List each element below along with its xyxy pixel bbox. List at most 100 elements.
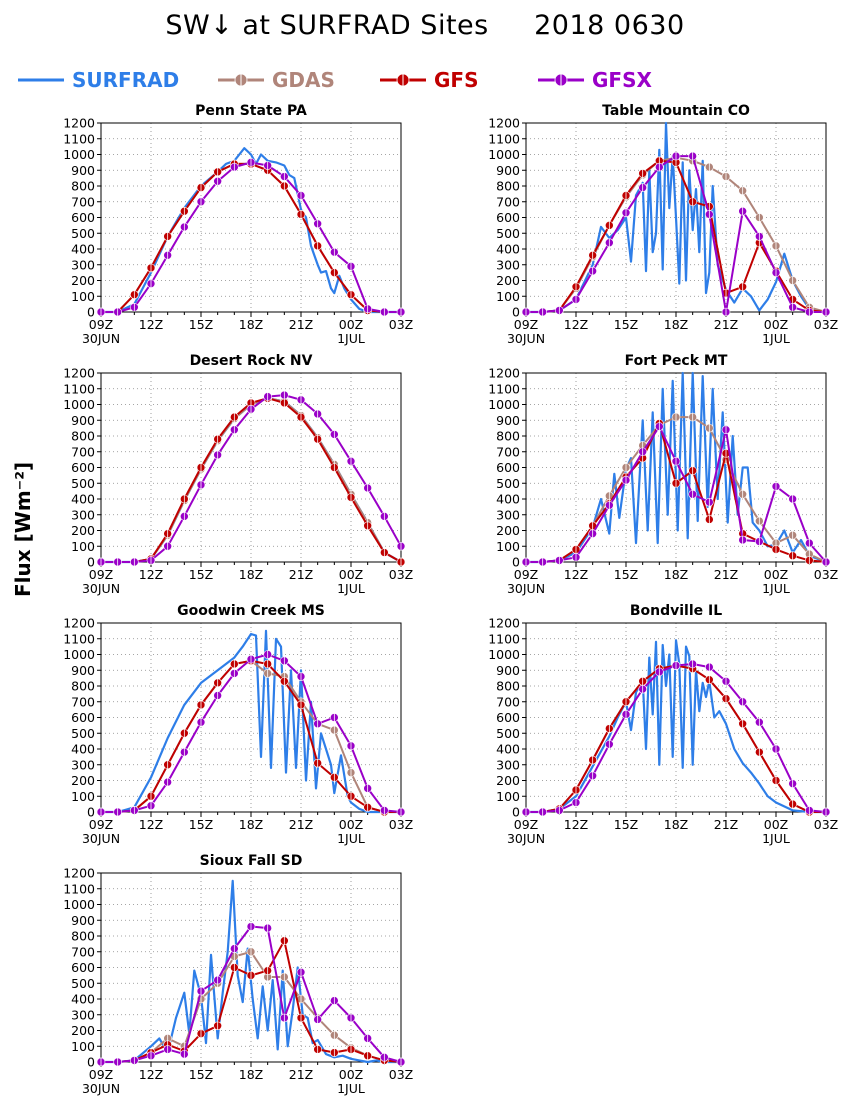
y-tick-label: 300 <box>71 507 95 522</box>
y-tick-label: 500 <box>71 726 95 741</box>
y-tick-label: 0 <box>87 305 95 320</box>
series-gfsx <box>96 390 406 567</box>
y-tick-label: 400 <box>71 492 95 507</box>
panel-1: Table Mountain CO 01002003004005006007008… <box>488 103 838 346</box>
y-tick-label: 1200 <box>63 366 95 381</box>
legend-label: SURFRAD <box>72 68 179 92</box>
y-tick-label: 200 <box>71 523 95 538</box>
x-tick-label: 03Z <box>814 817 838 832</box>
panel-title: Sioux Fall SD <box>200 853 303 869</box>
y-tick-label: 1200 <box>488 366 520 381</box>
y-tick-label: 100 <box>496 289 520 304</box>
series-gfsx <box>96 650 406 817</box>
x-tick-label: 15Z <box>189 1067 213 1082</box>
x-tick-label: 21Z <box>714 817 738 832</box>
y-tick-label: 800 <box>496 679 520 694</box>
series-gfs <box>96 393 406 567</box>
panel-3: Fort Peck MT 0100200300400500600700800900… <box>488 353 838 596</box>
y-tick-label: 0 <box>512 805 520 820</box>
x-tick-label: 09Z <box>89 817 113 832</box>
y-tick-label: 800 <box>71 929 95 944</box>
y-tick-label: 700 <box>496 694 520 709</box>
x-tick-label: 09Z <box>89 1067 113 1082</box>
x-tick-label: 21Z <box>714 567 738 582</box>
y-tick-label: 800 <box>71 679 95 694</box>
series-surfrad <box>526 371 827 564</box>
y-tick-label: 1000 <box>488 147 520 162</box>
y-tick-label: 1200 <box>63 616 95 631</box>
y-tick-label: 100 <box>496 539 520 554</box>
x-tick-label: 15Z <box>189 817 213 832</box>
x-tick-label: 12Z <box>139 1067 163 1082</box>
y-tick-label: 200 <box>71 273 95 288</box>
x-tick-label: 18Z <box>239 567 263 582</box>
y-tick-label: 1100 <box>488 381 520 396</box>
series-surfrad <box>101 879 401 1064</box>
panel-4: Goodwin Creek MS 010020030040050060070080… <box>63 603 413 846</box>
y-tick-label: 900 <box>71 913 95 928</box>
main-title: SW↓ at SURFRAD Sites 2018 0630 <box>165 10 685 41</box>
series-line <box>526 371 827 564</box>
x-tick-label: 18Z <box>664 817 688 832</box>
y-tick-label: 600 <box>71 960 95 975</box>
y-tick-label: 500 <box>71 226 95 241</box>
series-gfsx <box>96 922 406 1067</box>
x-tick-label: 15Z <box>189 317 213 332</box>
y-tick-label: 1100 <box>63 631 95 646</box>
y-tick-label: 300 <box>496 507 520 522</box>
series-line <box>101 629 401 814</box>
series-gfsx <box>96 158 406 317</box>
y-tick-label: 500 <box>496 726 520 741</box>
y-tick-label: 900 <box>71 413 95 428</box>
x-tick-label: 00Z <box>339 1067 363 1082</box>
y-tick-label: 900 <box>71 663 95 678</box>
y-tick-label: 1000 <box>488 647 520 662</box>
y-tick-label: 0 <box>512 555 520 570</box>
y-tick-label: 700 <box>71 694 95 709</box>
x-tick-label: 00Z <box>764 817 788 832</box>
legend-label: GFSX <box>592 68 652 92</box>
y-tick-label: 900 <box>496 413 520 428</box>
y-tick-label: 300 <box>496 757 520 772</box>
x-tick-label: 12Z <box>139 567 163 582</box>
y-tick-label: 500 <box>496 226 520 241</box>
x-tick-sublabel: 1JUL <box>337 1081 365 1096</box>
x-tick-label: 09Z <box>514 567 538 582</box>
x-tick-label: 18Z <box>664 567 688 582</box>
legend-label: GFS <box>434 68 478 92</box>
y-tick-label: 300 <box>71 757 95 772</box>
x-tick-sublabel: 1JUL <box>337 831 365 846</box>
y-tick-label: 900 <box>71 163 95 178</box>
y-tick-label: 400 <box>71 242 95 257</box>
x-tick-label: 03Z <box>389 317 413 332</box>
y-tick-label: 300 <box>71 1007 95 1022</box>
series-gfs <box>521 661 831 817</box>
y-tick-label: 700 <box>496 194 520 209</box>
series-gdas <box>96 393 406 567</box>
x-tick-label: 00Z <box>764 317 788 332</box>
y-tick-label: 1100 <box>63 131 95 146</box>
panel-title: Bondville IL <box>630 603 722 619</box>
x-tick-sublabel: 1JUL <box>762 331 790 346</box>
panel-title: Fort Peck MT <box>625 353 728 369</box>
y-tick-label: 300 <box>71 257 95 272</box>
y-tick-label: 500 <box>71 476 95 491</box>
x-tick-label: 03Z <box>814 317 838 332</box>
y-tick-label: 400 <box>71 992 95 1007</box>
y-tick-label: 100 <box>496 789 520 804</box>
series-gfsx <box>521 659 831 817</box>
y-tick-label: 800 <box>71 179 95 194</box>
x-tick-sublabel: 1JUL <box>337 331 365 346</box>
series-gfsx <box>521 151 831 317</box>
x-tick-label: 00Z <box>764 567 788 582</box>
x-tick-label: 18Z <box>239 1067 263 1082</box>
series-line <box>101 161 401 313</box>
y-tick-label: 900 <box>496 163 520 178</box>
y-tick-label: 1200 <box>488 116 520 131</box>
y-tick-label: 700 <box>71 194 95 209</box>
panel-2: Desert Rock NV 01002003004005006007008009… <box>63 353 413 596</box>
y-tick-label: 1100 <box>488 631 520 646</box>
x-tick-label: 18Z <box>664 317 688 332</box>
x-tick-label: 00Z <box>339 567 363 582</box>
x-tick-label: 21Z <box>289 567 313 582</box>
